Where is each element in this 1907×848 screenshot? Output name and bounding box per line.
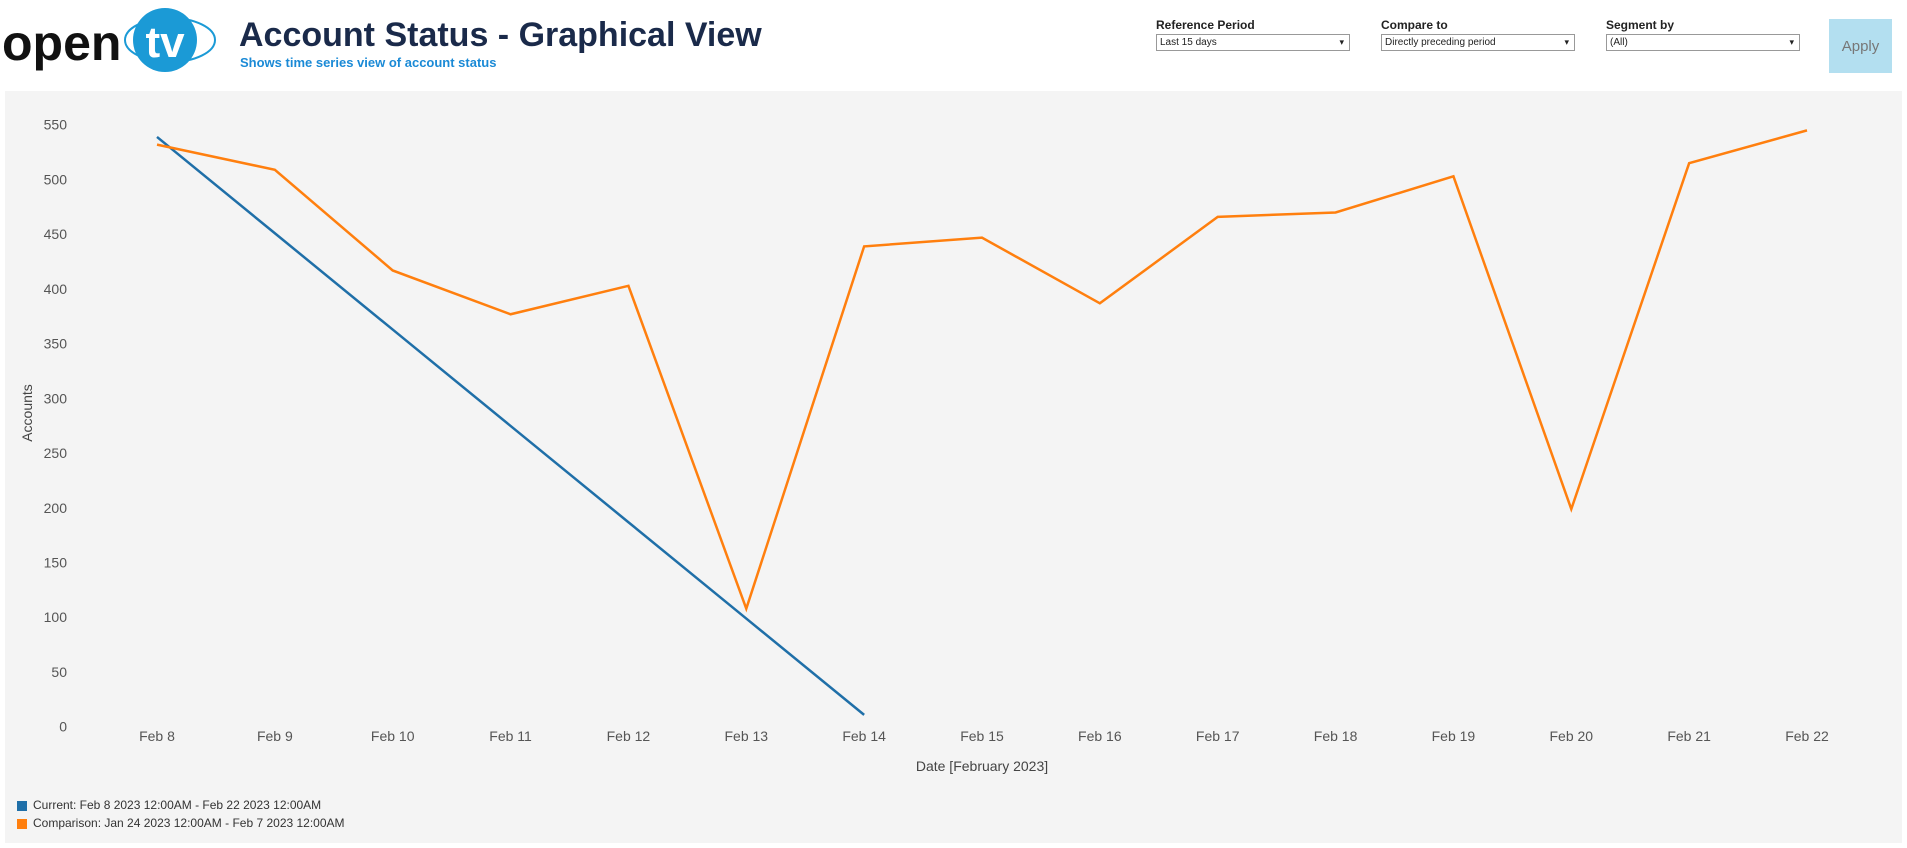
logo-text: tv bbox=[145, 18, 185, 67]
y-tick-label: 400 bbox=[44, 281, 68, 297]
y-tick-label: 550 bbox=[44, 117, 68, 133]
y-tick-label: 300 bbox=[44, 390, 68, 406]
apply-button[interactable]: Apply bbox=[1829, 19, 1892, 73]
control-label: Compare to bbox=[1381, 18, 1448, 32]
x-tick-label: Feb 18 bbox=[1314, 728, 1358, 744]
x-tick-label: Feb 11 bbox=[489, 728, 532, 744]
page-title: Account Status - Graphical View bbox=[239, 16, 762, 54]
control-label: Reference Period bbox=[1156, 18, 1255, 32]
chart: 0 50 100 150 200 250 300 350 400 450 500 550 Feb 8 Fe… bbox=[5, 91, 1902, 843]
x-tick-label: Feb 12 bbox=[607, 728, 651, 744]
y-tick-label: 450 bbox=[44, 226, 68, 242]
y-tick-label: 250 bbox=[44, 445, 68, 461]
dropdown[interactable]: Last 15 days bbox=[1156, 34, 1350, 51]
x-tick-label: Feb 20 bbox=[1549, 728, 1593, 744]
control-label: Segment by bbox=[1606, 18, 1675, 32]
x-tick-label: Feb 14 bbox=[842, 728, 886, 744]
y-tick-label: 350 bbox=[44, 336, 68, 352]
legend-label: Comparison: Jan 24 2023 12:00AM - Feb 7 … bbox=[33, 816, 345, 830]
x-tick-label: Feb 15 bbox=[960, 728, 1004, 744]
x-tick-label: Feb 19 bbox=[1432, 728, 1476, 744]
x-tick-label: Feb 8 bbox=[139, 728, 175, 744]
series-line bbox=[156, 135, 865, 716]
dropdown[interactable]: Directly preceding period bbox=[1381, 34, 1575, 51]
y-tick-label: 500 bbox=[44, 171, 68, 187]
y-tick-label: 0 bbox=[59, 719, 67, 735]
logo: open tv bbox=[2, 8, 216, 72]
control: Compare to Directly preceding period bbox=[1381, 18, 1575, 51]
y-tick-label: 100 bbox=[44, 609, 68, 625]
page-subtitle: Shows time series view of account status bbox=[240, 55, 497, 70]
x-tick-label: Feb 21 bbox=[1667, 728, 1711, 744]
y-tick-label: 150 bbox=[44, 555, 68, 571]
dropdown[interactable]: (All) bbox=[1606, 34, 1800, 51]
logo-text: open bbox=[2, 15, 121, 71]
x-tick-label: Feb 9 bbox=[257, 728, 293, 744]
logo-circle bbox=[133, 8, 197, 72]
x-tick-label: Feb 17 bbox=[1196, 728, 1240, 744]
y-axis-label: Accounts bbox=[19, 384, 35, 442]
y-tick-label: 200 bbox=[44, 500, 68, 516]
legend-swatch bbox=[17, 819, 27, 829]
x-tick-label: Feb 22 bbox=[1785, 728, 1829, 744]
control: Reference Period Last 15 days bbox=[1156, 18, 1350, 51]
legend-swatch bbox=[17, 801, 27, 811]
x-tick-label: Feb 13 bbox=[724, 728, 768, 744]
x-axis-label: Date [February 2023] bbox=[916, 758, 1048, 774]
legend-label: Current: Feb 8 2023 12:00AM - Feb 22 202… bbox=[33, 798, 321, 812]
control: Segment by (All) bbox=[1606, 18, 1800, 51]
y-tick-label: 50 bbox=[51, 664, 67, 680]
x-tick-label: Feb 10 bbox=[371, 728, 415, 744]
series-line bbox=[156, 129, 1808, 613]
x-tick-label: Feb 16 bbox=[1078, 728, 1122, 744]
